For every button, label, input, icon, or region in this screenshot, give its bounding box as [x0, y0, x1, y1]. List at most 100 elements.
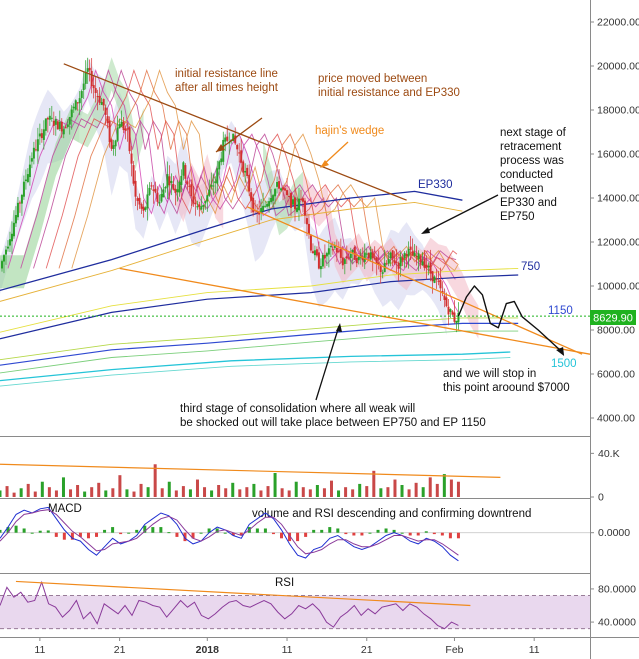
- candle-body: [184, 165, 187, 179]
- candle-body: [262, 205, 265, 211]
- candle-body: [90, 70, 93, 87]
- macd-histogram-bar: [344, 532, 348, 535]
- volume-trend-line: [0, 463, 501, 478]
- candle-body: [226, 136, 229, 141]
- ema-orange-line: [0, 201, 463, 302]
- candle-body: [307, 223, 310, 235]
- price-tick-label: 6000.00: [597, 369, 635, 381]
- candle-body: [431, 271, 434, 282]
- candle-body: [150, 185, 153, 187]
- ep1500-line: [0, 351, 511, 382]
- candle-body: [315, 249, 318, 256]
- next-stage-label-3: process was: [500, 155, 564, 167]
- volume-bar: [266, 486, 270, 497]
- candle-body: [292, 199, 295, 205]
- volume-bar: [273, 473, 277, 497]
- ep750-label: 750: [521, 261, 540, 273]
- volume-panel: [0, 463, 501, 497]
- volume-bar: [181, 486, 185, 497]
- macd-histogram-bar: [103, 529, 107, 533]
- candle-body: [232, 133, 235, 141]
- volume-bar: [259, 490, 263, 497]
- candle-body: [40, 133, 43, 139]
- macd-histogram-bar: [46, 530, 50, 533]
- arrow-third-stage: [315, 325, 340, 401]
- candle-body: [204, 201, 207, 204]
- candle-body: [76, 102, 79, 104]
- candle-body: [32, 147, 35, 159]
- arrow-third-stage-head: [336, 323, 342, 332]
- candle-body: [116, 127, 119, 141]
- candle-body: [88, 67, 91, 71]
- vol-rsi-label: volume and RSI descending and confirming…: [252, 508, 531, 520]
- x-tick-label: 2018: [196, 644, 220, 656]
- candle-body: [208, 189, 211, 196]
- candle-body: [146, 194, 149, 209]
- candle-body: [264, 205, 267, 207]
- candle-body: [379, 264, 382, 272]
- candle-body: [214, 181, 217, 184]
- candle-body: [72, 106, 75, 109]
- macd-histogram-bar: [320, 529, 324, 533]
- macd-histogram-bar: [38, 530, 42, 533]
- price-moved-label-1: price moved between: [318, 73, 427, 85]
- arrow-price-moved-head: [216, 144, 225, 152]
- ema-ribbon-line: [71, 68, 459, 272]
- candle-body: [280, 188, 283, 191]
- candle-body: [22, 181, 25, 197]
- candle-body: [367, 252, 370, 259]
- candle-body: [142, 206, 145, 211]
- candle-body: [375, 257, 378, 264]
- volume-bar: [428, 477, 432, 497]
- candle-body: [102, 98, 105, 106]
- candle-body: [347, 257, 350, 259]
- macd-histogram-bar: [255, 528, 259, 533]
- volume-bar: [26, 483, 30, 497]
- support-line: [119, 267, 590, 355]
- candle-body: [158, 202, 161, 204]
- candle-body: [130, 153, 133, 164]
- rsi-panel: [0, 580, 590, 630]
- macd-histogram-bar: [384, 528, 388, 533]
- volume-bar: [132, 491, 136, 497]
- initial-resistance-line: [63, 63, 407, 201]
- macd-histogram-bar: [424, 531, 428, 533]
- volume-bar: [365, 486, 369, 497]
- volume-bar: [90, 487, 94, 497]
- candle-body: [234, 135, 237, 144]
- ema-ribbon-line: [20, 68, 456, 280]
- candle-body: [351, 249, 354, 253]
- volume-bar: [435, 483, 439, 497]
- candle-body: [38, 133, 41, 137]
- macd-histogram-bar: [376, 529, 380, 533]
- volume-bar: [344, 487, 348, 497]
- macd-histogram-bar: [239, 532, 243, 536]
- candle-body: [266, 204, 269, 207]
- volume-bar: [301, 487, 305, 497]
- macd-histogram-bar: [86, 532, 90, 539]
- price-moved-label-2: initial resistance and EP330: [318, 87, 460, 99]
- macd-histogram-bar: [199, 532, 203, 534]
- candle-body: [429, 262, 432, 274]
- candle-body: [92, 85, 95, 89]
- macd-histogram-bar: [416, 532, 420, 536]
- volume-bar: [167, 481, 171, 497]
- candle-body: [317, 252, 320, 269]
- macd-histogram-bar: [70, 532, 74, 540]
- macd-histogram-bar: [328, 527, 332, 533]
- candle-body: [272, 195, 275, 201]
- candle-body: [246, 167, 249, 177]
- candle-body: [437, 280, 440, 282]
- candle-body: [26, 174, 29, 182]
- volume-bar: [125, 489, 129, 497]
- candle-body: [156, 192, 159, 202]
- candle-body: [104, 107, 107, 115]
- candle-body: [210, 184, 213, 187]
- macd-histogram-bar: [127, 532, 131, 534]
- candle-body: [78, 98, 81, 104]
- volume-tick-label: 40.K: [598, 448, 620, 460]
- candle-body: [407, 248, 410, 257]
- candle-body: [164, 187, 167, 189]
- arrow-price-moved: [215, 117, 263, 153]
- candle-body: [409, 246, 412, 250]
